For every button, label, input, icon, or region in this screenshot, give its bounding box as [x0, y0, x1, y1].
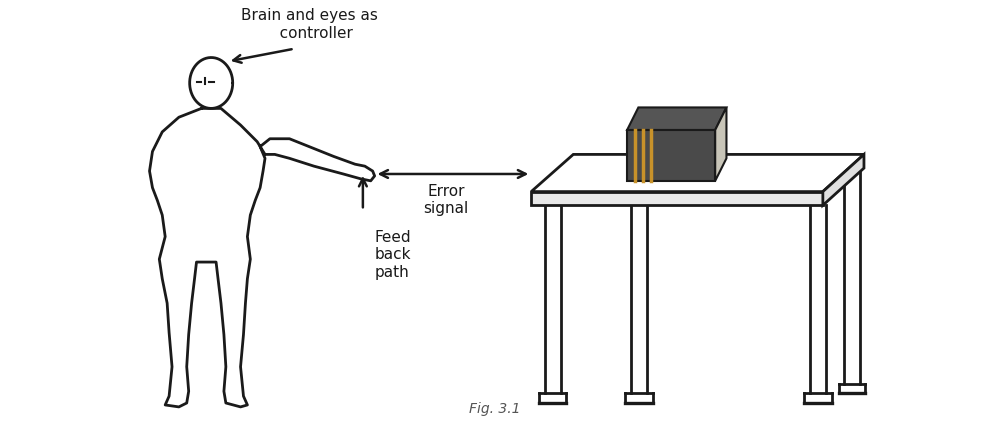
Text: Brain and eyes as
   controller: Brain and eyes as controller: [241, 8, 377, 41]
Polygon shape: [823, 154, 864, 205]
Polygon shape: [532, 192, 823, 205]
Polygon shape: [715, 108, 727, 181]
Polygon shape: [627, 130, 715, 181]
Text: Feed
back
path: Feed back path: [374, 230, 411, 279]
Polygon shape: [627, 108, 727, 130]
Text: Error
signal: Error signal: [424, 184, 468, 216]
Text: Fig. 3.1: Fig. 3.1: [469, 402, 521, 416]
Polygon shape: [532, 154, 864, 192]
